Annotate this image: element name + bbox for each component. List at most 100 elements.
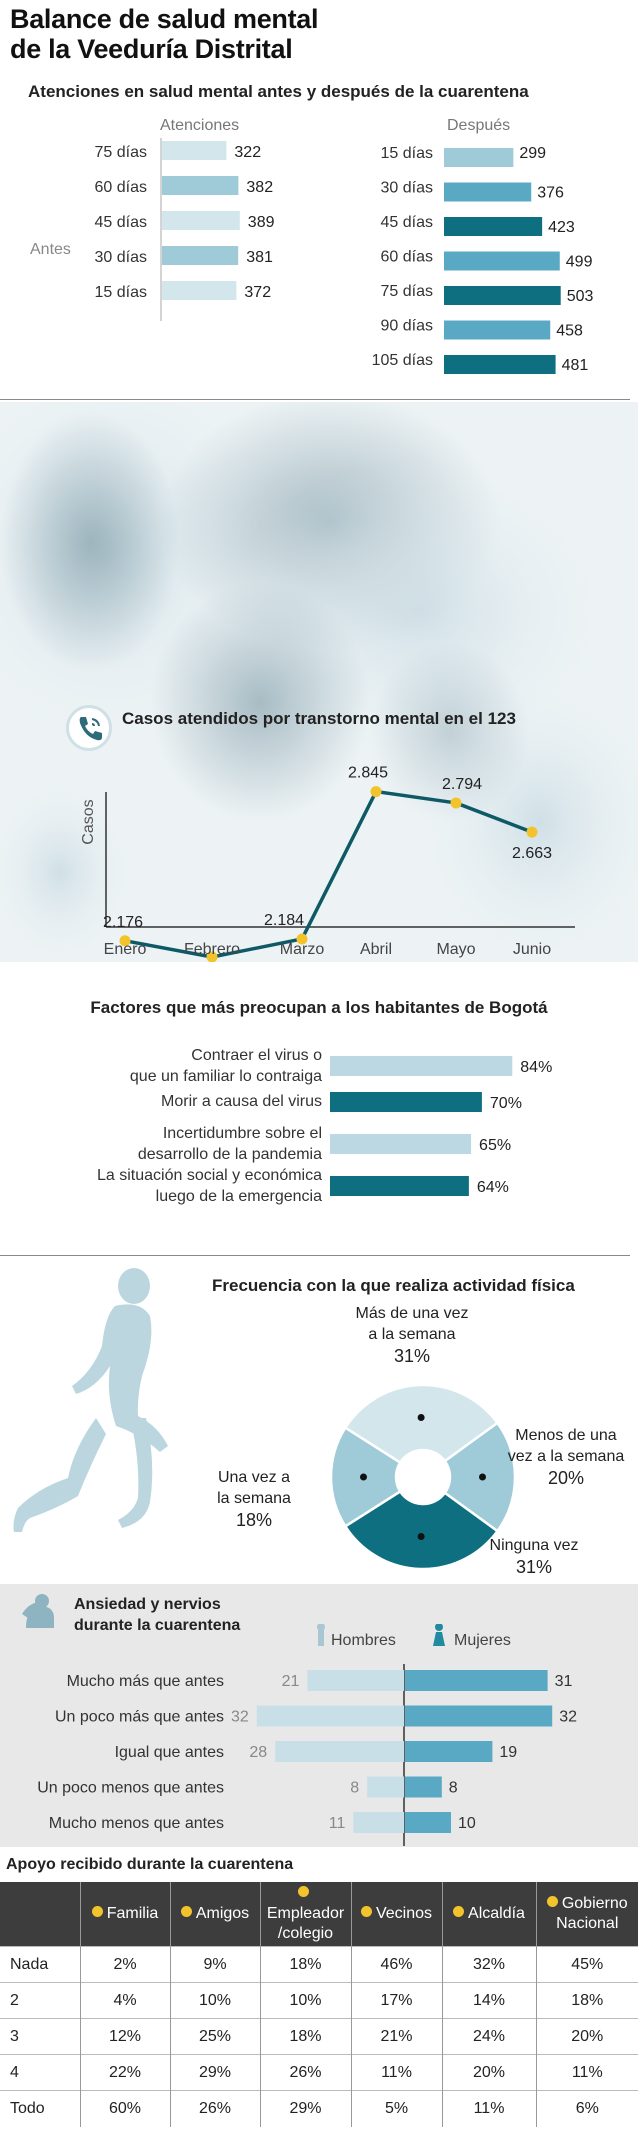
bar: [162, 176, 239, 195]
category-label: 75 días: [95, 144, 147, 161]
bar-mujeres: [405, 1670, 548, 1691]
table-cell: 5%: [350, 2090, 442, 2127]
phone-icon: [66, 705, 112, 751]
table-cell: 11%: [535, 2054, 638, 2091]
x-tick-label: Febrero: [184, 941, 240, 958]
yellow-dot-icon: [298, 1886, 309, 1897]
column-header-despues: Después: [447, 117, 510, 134]
data-point: [206, 951, 218, 962]
value-hombres: 11: [329, 1815, 346, 1832]
value-hombres: 21: [282, 1673, 300, 1690]
table-cell: 26%: [169, 2090, 260, 2127]
slice-marker: [417, 1532, 425, 1540]
yellow-dot-icon: [180, 1906, 192, 1917]
table-row: 2 4% 10% 10% 17% 14% 18%: [0, 1982, 638, 2019]
data-label: 2.663: [512, 845, 552, 862]
column-header-line: Vecinos: [354, 1904, 440, 1924]
value-label: 322: [234, 144, 261, 161]
table-cell: 2%: [79, 1946, 170, 1983]
table-column-header: Gobierno Nacional: [535, 1882, 638, 1947]
category-label: 60 días: [381, 249, 433, 266]
category-label: Contraer el virus o: [191, 1047, 322, 1064]
x-tick-label: Junio: [513, 941, 551, 958]
slice-label: a la semana: [368, 1326, 455, 1343]
column-header-text: Amigos: [195, 1905, 250, 1922]
anxiety-chart-title: Ansiedad y nervios durante la cuarentena: [74, 1594, 240, 1636]
category-label: La situación social y económica: [97, 1167, 322, 1184]
slice-marker: [479, 1473, 486, 1481]
table-cell: 29%: [169, 2054, 260, 2091]
divider: [0, 399, 630, 400]
woman-icon-head: [435, 1624, 443, 1631]
value-hombres: 8: [350, 1780, 359, 1797]
table-cell: 12%: [79, 2018, 170, 2055]
page-title: Balance de salud mental de la Veeduría D…: [10, 4, 319, 64]
bar-mujeres: [405, 1741, 493, 1762]
bar: [444, 251, 560, 271]
data-label: 2.176: [103, 914, 143, 931]
table-cell: 32%: [441, 1946, 536, 1983]
table-cell: 26%: [259, 2054, 351, 2091]
table-column-header: Empleador/colegio: [259, 1882, 351, 1947]
category-label: Incertidumbre sobre el: [163, 1125, 322, 1142]
group-label-antes: Antes: [30, 241, 71, 258]
category-label: 60 días: [95, 179, 147, 196]
attention-chart-title: Atenciones en salud mental antes y despu…: [28, 82, 529, 101]
slice-value: 31%: [394, 1346, 430, 1366]
bar: [444, 320, 551, 340]
bar: [330, 1092, 482, 1112]
bar-mujeres: [405, 1776, 442, 1798]
table-cell: 60%: [79, 2090, 170, 2127]
table-cell: 18%: [535, 1982, 638, 2019]
table-cell: 17%: [350, 1982, 442, 2019]
column-header-text: Gobierno: [561, 1895, 628, 1912]
column-header-antes: Atenciones: [160, 117, 239, 134]
x-tick-label: Enero: [104, 941, 147, 958]
category-label: luego de la emergencia: [156, 1188, 322, 1205]
category-label: 105 días: [372, 352, 433, 369]
table-cell: 14%: [441, 1982, 536, 2019]
row-label: Todo: [0, 2090, 80, 2127]
slice-marker: [360, 1473, 367, 1481]
column-header-line: Nacional: [539, 1914, 637, 1934]
x-tick-label: Marzo: [280, 941, 325, 958]
bar-hombres: [367, 1776, 404, 1798]
value-label: 381: [246, 249, 273, 266]
value-label: 84%: [520, 1059, 552, 1076]
line-chart-title: Casos atendidos por transtorno mental en…: [122, 709, 516, 728]
woman-icon: [433, 1632, 445, 1646]
bar-hombres: [307, 1670, 404, 1691]
table-cell: 45%: [535, 1946, 638, 1983]
bar: [444, 148, 514, 167]
bar: [444, 286, 561, 305]
value-mujeres: 32: [559, 1709, 577, 1726]
table-cell: 20%: [535, 2018, 638, 2055]
value-label: 423: [548, 219, 575, 236]
value-label: 376: [537, 185, 564, 202]
table-cell: 4%: [79, 1982, 170, 2019]
bar: [162, 281, 237, 300]
slice-value: 31%: [516, 1557, 552, 1577]
column-header-text: Empleador: [266, 1905, 345, 1922]
table-column-header: Familia: [79, 1882, 170, 1947]
column-header-text: Familia: [106, 1905, 159, 1922]
value-label: 299: [519, 145, 546, 162]
divider: [0, 1255, 630, 1256]
table-cell: 46%: [350, 1946, 442, 1983]
value-mujeres: 19: [499, 1744, 517, 1761]
bar: [162, 246, 239, 265]
table-cell: 9%: [169, 1946, 260, 1983]
support-table-title: Apoyo recibido durante la cuarentena: [6, 1856, 294, 1873]
category-label: que un familiar lo contraiga: [130, 1068, 322, 1085]
column-header-line: Empleador: [263, 1884, 349, 1924]
data-point: [370, 786, 382, 798]
table-column-header: Alcaldía: [441, 1882, 536, 1947]
bar-hombres: [275, 1741, 404, 1762]
column-header-text: Vecinos: [375, 1905, 433, 1922]
value-label: 458: [556, 323, 583, 340]
column-header-line: Amigos: [173, 1904, 258, 1924]
legend-hombres: Hombres: [331, 1632, 396, 1649]
value-mujeres: 31: [555, 1673, 573, 1690]
slice-value: 20%: [548, 1468, 584, 1488]
row-label: 3: [0, 2018, 80, 2055]
